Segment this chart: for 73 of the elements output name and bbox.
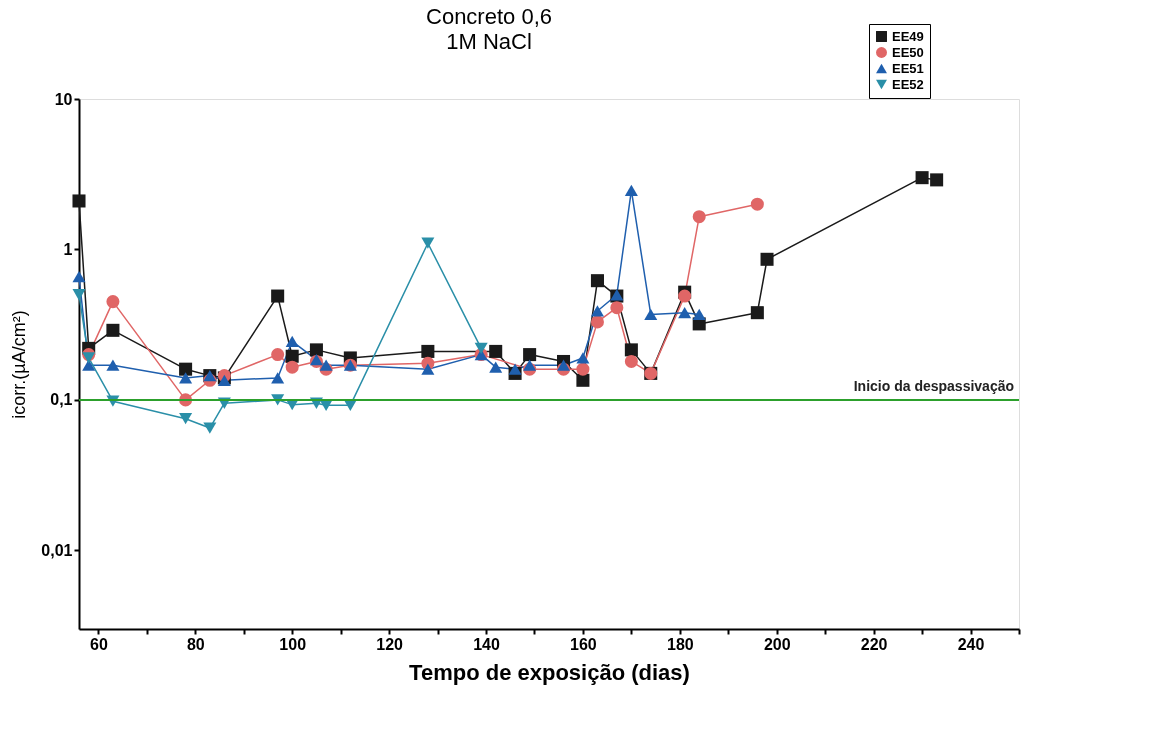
point xyxy=(760,252,774,266)
point xyxy=(576,362,590,376)
point xyxy=(271,289,285,303)
legend-label: EE50 xyxy=(892,44,924,60)
point xyxy=(576,352,590,364)
point xyxy=(474,342,488,355)
point xyxy=(285,335,299,347)
point xyxy=(610,301,624,315)
point xyxy=(285,349,299,363)
point xyxy=(489,344,503,358)
point xyxy=(624,343,638,357)
x-tick-label: 120 xyxy=(376,635,404,653)
legend-label: EE52 xyxy=(892,76,924,92)
point xyxy=(523,359,537,371)
x-tick-label: 200 xyxy=(763,635,791,653)
point xyxy=(915,171,929,185)
point xyxy=(930,173,944,187)
point xyxy=(179,372,193,384)
point xyxy=(508,363,522,375)
y-tick-label: 0,1 xyxy=(50,391,73,409)
point xyxy=(72,194,86,208)
x-tick-label: 160 xyxy=(570,635,597,653)
point xyxy=(624,184,638,197)
y-tick-label: 0,01 xyxy=(41,541,73,559)
point xyxy=(576,373,590,387)
x-tick-label: 220 xyxy=(860,635,888,653)
point xyxy=(750,197,764,211)
point xyxy=(179,413,193,425)
point xyxy=(678,289,692,303)
legend-label: EE49 xyxy=(892,28,924,44)
ref-line-label: Inicio da despassivação xyxy=(853,377,1014,394)
point xyxy=(106,359,120,371)
x-tick-label: 140 xyxy=(473,635,500,653)
point xyxy=(557,359,571,371)
point xyxy=(750,306,764,320)
point xyxy=(271,348,285,362)
point xyxy=(82,352,96,364)
point xyxy=(319,359,333,371)
point xyxy=(590,305,604,317)
y-axis-title: icorr.(µA/cm²) xyxy=(9,310,30,419)
point xyxy=(692,308,706,321)
y-tick-label: 1 xyxy=(63,240,73,258)
chart-title: Concreto 0,6 xyxy=(426,3,552,29)
point xyxy=(678,307,692,319)
point xyxy=(82,359,96,371)
point xyxy=(624,354,638,368)
chart-subtitle: 1M NaCl xyxy=(446,28,532,54)
point xyxy=(203,422,217,434)
point xyxy=(72,289,86,301)
point xyxy=(106,323,120,337)
x-tick-label: 240 xyxy=(957,635,985,653)
point xyxy=(421,363,435,375)
point xyxy=(106,295,120,309)
x-tick-label: 80 xyxy=(186,635,205,653)
point xyxy=(644,308,658,321)
x-tick-label: 100 xyxy=(279,635,307,653)
point xyxy=(590,315,604,329)
point xyxy=(489,361,503,373)
x-tick-label: 60 xyxy=(89,635,108,653)
point xyxy=(309,343,323,357)
point xyxy=(271,372,285,384)
point xyxy=(590,274,604,288)
point xyxy=(72,270,86,283)
legend-label: EE51 xyxy=(892,60,924,76)
point xyxy=(179,362,193,376)
y-tick-label: 10 xyxy=(54,90,73,108)
x-axis-title: Tempo de exposição (dias) xyxy=(409,659,690,685)
point xyxy=(421,237,435,249)
point xyxy=(421,344,435,358)
point xyxy=(523,348,537,362)
point xyxy=(692,210,706,224)
point xyxy=(285,360,299,374)
x-tick-label: 180 xyxy=(666,635,694,653)
